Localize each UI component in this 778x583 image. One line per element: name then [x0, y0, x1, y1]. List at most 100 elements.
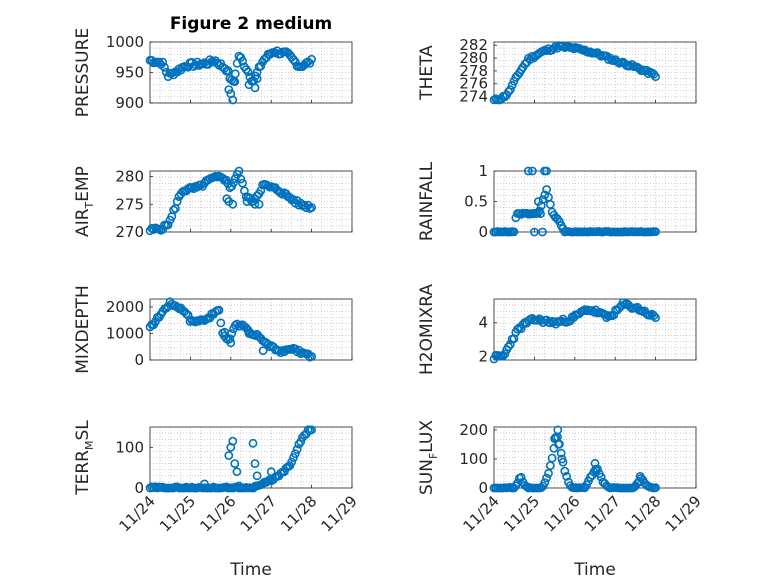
- data-point: [523, 166, 533, 176]
- x-tick-label: 11/25: [500, 492, 543, 535]
- data-point: [554, 439, 563, 449]
- data-point: [230, 69, 240, 79]
- data-point: [228, 95, 238, 105]
- y-axis-label: MIXDEPTH: [73, 285, 93, 374]
- subplot-h2omixra: 2 4 H2OMIXRA: [417, 284, 697, 375]
- x-tick-label: 11/27: [581, 492, 624, 535]
- data-point: [557, 454, 567, 464]
- data-point: [500, 349, 510, 359]
- data-point: [287, 457, 296, 467]
- data-point: [530, 227, 539, 237]
- y-tick-label: 280: [459, 49, 488, 67]
- data-point: [228, 436, 238, 446]
- data-point: [238, 56, 247, 66]
- subplot-pressure: 900 950 1000 PRESSURE: [73, 28, 353, 117]
- y-tick-label: 280: [115, 168, 144, 186]
- data-point: [172, 197, 182, 206]
- y-tick-label: 0: [478, 479, 488, 497]
- x-tick-label: 11/24: [116, 492, 159, 535]
- x-tick-label: 11/26: [196, 492, 239, 535]
- data-point: [651, 72, 660, 82]
- data-point: [596, 472, 606, 482]
- data-point: [242, 197, 252, 206]
- data-point: [252, 74, 262, 83]
- x-tick-label: 11/26: [540, 492, 583, 535]
- x-axis-label-right: Time: [573, 560, 616, 580]
- y-tick-label: 1: [478, 162, 488, 180]
- data-point: [256, 61, 266, 71]
- y-tick-label: 0: [134, 351, 144, 369]
- data-point: [250, 199, 260, 209]
- y-tick-label: 0: [134, 479, 144, 497]
- data-point: [301, 203, 311, 212]
- data-point: [545, 461, 555, 470]
- data-point: [307, 425, 316, 435]
- y-tick-label: 950: [115, 64, 144, 82]
- y-tick-label: 2: [478, 348, 488, 366]
- data-point: [160, 63, 169, 72]
- subplot-airtemp: 270 275 280 AIRTEMP: [73, 166, 353, 241]
- y-tick-label: 274: [459, 88, 488, 106]
- data-point: [542, 46, 551, 56]
- data-point: [498, 351, 508, 361]
- data-point: [256, 186, 266, 195]
- series-markers: [145, 46, 316, 105]
- data-point: [220, 327, 230, 337]
- grid: [493, 170, 697, 233]
- data-point: [181, 309, 191, 319]
- subplot-mixdepth: 0 1000 2000 MIXDEPTH: [73, 285, 353, 374]
- data-point: [560, 466, 570, 476]
- series-markers: [145, 166, 316, 236]
- data-point: [226, 338, 236, 348]
- y-axis-label: PRESSURE: [73, 28, 93, 117]
- y-axis-label: THETA: [417, 45, 437, 101]
- data-point: [651, 483, 660, 493]
- data-point: [161, 67, 171, 77]
- y-axis-label: TERRMSL: [73, 420, 96, 496]
- data-point: [504, 87, 513, 97]
- data-point: [534, 197, 543, 206]
- data-point: [550, 434, 559, 443]
- data-point: [509, 227, 519, 237]
- data-point: [651, 227, 660, 236]
- data-point: [545, 199, 555, 209]
- data-point: [163, 220, 173, 230]
- y-tick-label: 100: [115, 438, 144, 456]
- y-axis-label: H2OMIXRA: [417, 284, 437, 375]
- data-point: [214, 305, 224, 315]
- data-point: [241, 65, 251, 74]
- x-tick-label: 11/29: [662, 492, 705, 535]
- data-point: [307, 203, 316, 212]
- y-tick-label: 0: [478, 223, 488, 241]
- data-point: [542, 166, 551, 176]
- data-point: [170, 203, 180, 213]
- x-tick-label: 11/27: [237, 492, 280, 535]
- data-point: [528, 166, 537, 176]
- data-point: [234, 166, 244, 176]
- data-point: [527, 52, 537, 61]
- y-axis-label: AIRTEMP: [73, 166, 96, 237]
- data-point: [513, 324, 522, 334]
- data-point: [254, 199, 264, 209]
- data-point: [250, 83, 260, 93]
- data-point: [230, 77, 240, 87]
- y-tick-label: 270: [115, 223, 144, 241]
- axes-box: [493, 426, 697, 489]
- series-markers: [489, 166, 660, 237]
- x-tick-label: 11/24: [460, 492, 503, 535]
- data-point: [252, 471, 262, 481]
- y-tick-label: 200: [459, 421, 488, 439]
- data-point: [230, 174, 240, 183]
- data-point: [212, 58, 222, 68]
- data-point: [250, 459, 260, 468]
- data-point: [516, 324, 526, 334]
- data-point: [258, 346, 268, 356]
- y-axis-label: RAINFALL: [417, 161, 437, 241]
- x-tick-label: 11/25: [156, 492, 199, 535]
- data-point: [556, 448, 566, 458]
- data-point: [232, 467, 242, 477]
- data-point: [542, 473, 551, 483]
- axes-box: [149, 170, 353, 233]
